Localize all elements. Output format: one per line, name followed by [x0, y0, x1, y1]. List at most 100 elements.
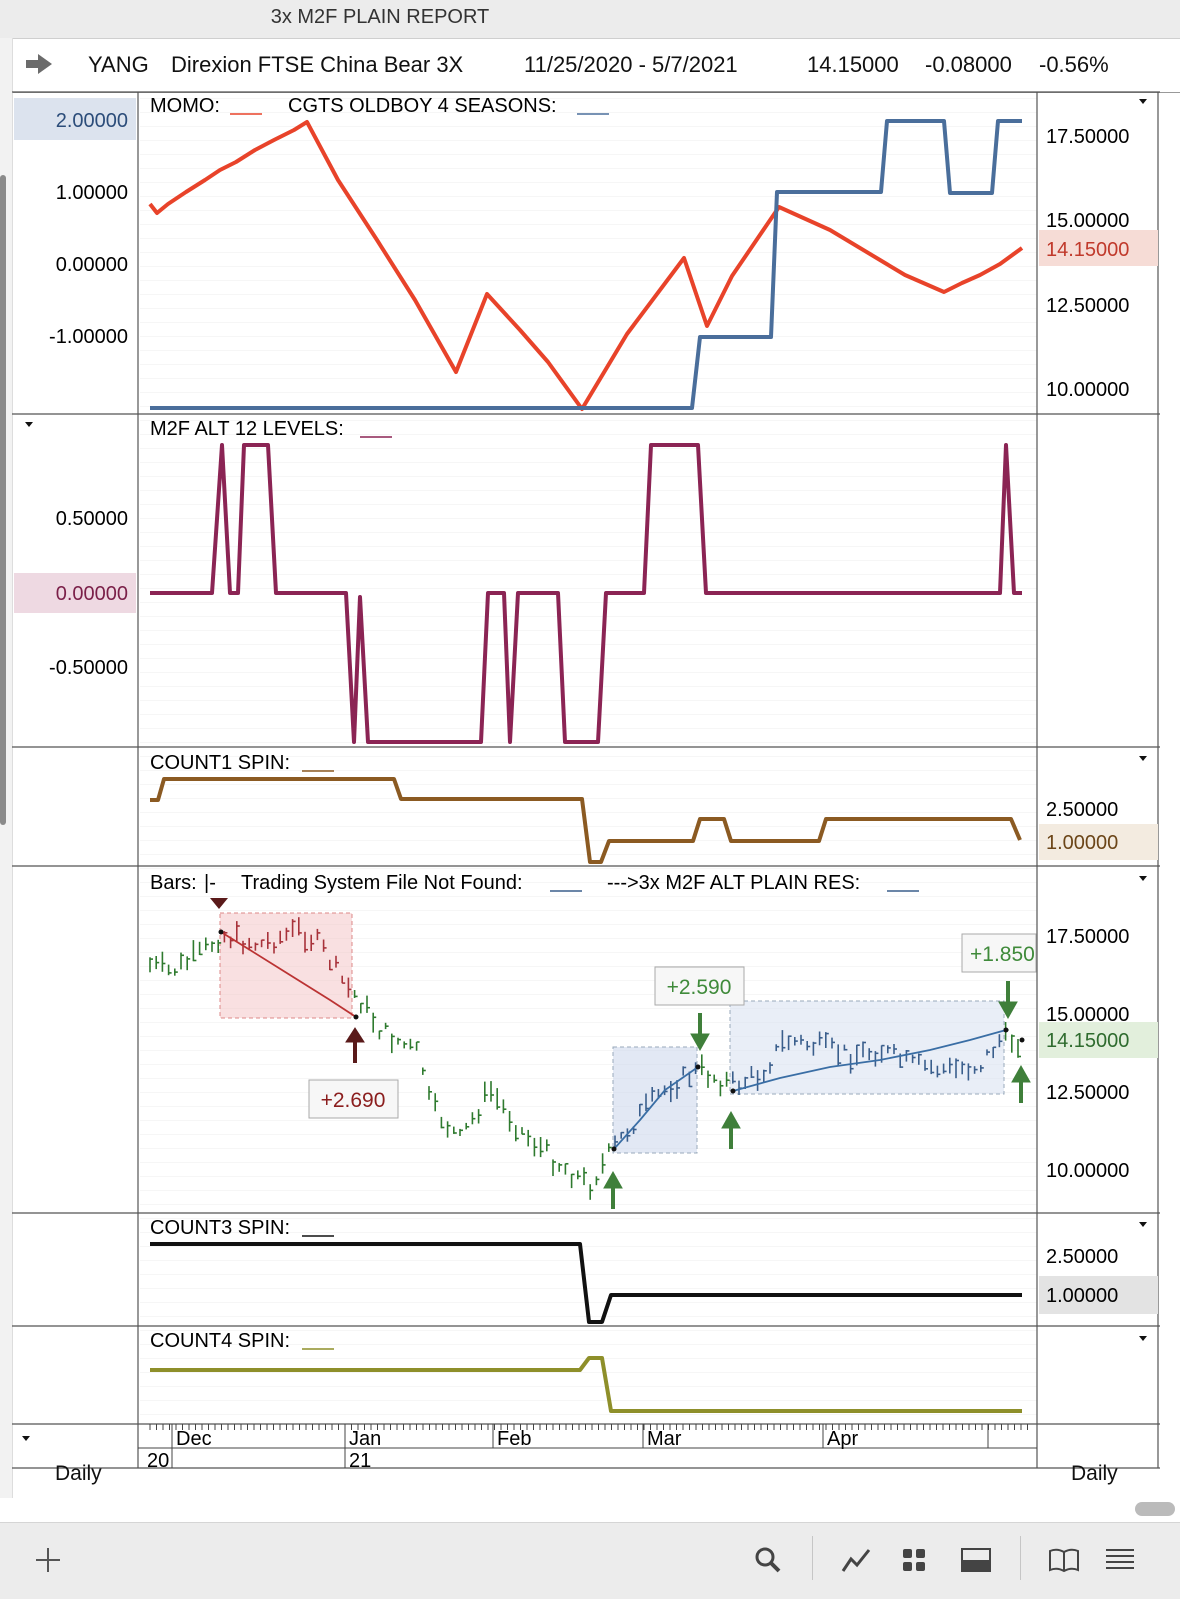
pane2-left-tick-1: 0.00000 — [56, 583, 128, 605]
x-year-20: 20 — [147, 1450, 169, 1472]
pane5-right-tick-0: 2.50000 — [1046, 1246, 1118, 1268]
pane1-right-menu-icon[interactable] — [1139, 99, 1147, 104]
x-month-mar: Mar — [647, 1428, 682, 1450]
bottom-toolbar — [0, 1522, 1180, 1599]
x-month-dec: Dec — [176, 1428, 212, 1450]
period-selector-left[interactable]: Daily — [55, 1462, 102, 1485]
price-bars — [149, 917, 1021, 1200]
pane1-right-value: 14.15000 — [1046, 239, 1129, 261]
pane2-left-tick-2: -0.50000 — [49, 657, 128, 679]
pane1-left-tick-1: 1.00000 — [56, 182, 128, 204]
sell-arrow-icon — [998, 981, 1018, 1020]
trade-label-box-2 — [654, 966, 745, 1006]
pane3-menu-icon[interactable] — [1139, 756, 1147, 761]
date-range: 11/25/2020 - 5/7/2021 — [524, 52, 738, 77]
panel-icon[interactable] — [958, 1540, 994, 1580]
pane4-right-tick-0: 17.50000 — [1046, 926, 1129, 948]
pane6-menu-icon[interactable] — [1139, 1336, 1147, 1341]
x-month-apr: Apr — [827, 1428, 858, 1450]
window-title: 3x M2F PLAIN REPORT — [270, 6, 490, 28]
last-price: 14.15000 — [807, 52, 899, 77]
pane3-right-value: 1.00000 — [1046, 832, 1118, 854]
trade-line-1 — [220, 931, 357, 1018]
pane1-right-tick-2: 12.50000 — [1046, 295, 1129, 317]
pane1-left-highlight — [14, 98, 136, 140]
horizontal-scrollbar[interactable] — [1135, 1502, 1175, 1516]
pane2-menu-icon[interactable] — [25, 422, 33, 427]
pane5-legend: COUNT3 SPIN: — [150, 1217, 290, 1239]
sell-arrow-icon — [690, 1013, 710, 1052]
pane2-grid — [140, 416, 1037, 747]
chart-line-icon[interactable] — [838, 1540, 874, 1580]
pane1-right-value-box — [1039, 230, 1158, 266]
count1-line — [150, 777, 1022, 864]
price-change-percent: -0.56% — [1039, 52, 1109, 77]
pane5-right-value-box — [1039, 1276, 1158, 1314]
pane3-right-value-box — [1039, 824, 1158, 860]
x-month-feb: Feb — [497, 1428, 531, 1450]
pane6-grid — [140, 1328, 1037, 1424]
pane1-right-tick-0: 17.50000 — [1046, 126, 1129, 148]
pane3-right-tick-0: 2.50000 — [1046, 799, 1118, 821]
period-menu-icon[interactable] — [22, 1436, 30, 1441]
pane4-right-tick-1: 15.00000 — [1046, 1004, 1129, 1026]
pane4-right-tick-3: 10.00000 — [1046, 1160, 1129, 1182]
m2f-levels-line — [150, 443, 1022, 744]
chart-canvas: MOMO: CGTS OLDBOY 4 SEASONS: 2.00000 1.0… — [12, 91, 1160, 1472]
symbol: YANG — [88, 52, 149, 77]
window-titlebar — [0, 0, 1180, 39]
count4-line — [150, 1356, 1022, 1413]
trade-label-2: +2.590 — [667, 976, 732, 999]
vertical-scrollbar[interactable] — [0, 175, 6, 825]
pane1-left-tick-3: -1.00000 — [49, 326, 128, 348]
trade-label-box-1 — [308, 1079, 399, 1119]
momo-line — [148, 120, 1024, 411]
pane4-legend-bars: Bars: — [150, 872, 197, 894]
pane4-menu-icon[interactable] — [1139, 876, 1147, 881]
trade-line-2 — [613, 1066, 699, 1150]
pane4-right-value-box — [1039, 1022, 1158, 1058]
pane4-right-tick-2: 12.50000 — [1046, 1082, 1129, 1104]
pane4-legend-res: --->3x M2F ALT PLAIN RES: — [607, 872, 860, 894]
x-year-21: 21 — [349, 1450, 371, 1472]
pane5-menu-icon[interactable] — [1139, 1222, 1147, 1227]
period-selector-right[interactable]: Daily — [1071, 1462, 1118, 1485]
pane1-legend-momo: MOMO: — [150, 95, 220, 117]
book-icon[interactable] — [1044, 1540, 1084, 1580]
pane1-legend-seasons: CGTS OLDBOY 4 SEASONS: — [288, 95, 557, 117]
symbol-info-bar: YANG Direxion FTSE China Bear 3X 11/25/2… — [12, 40, 1180, 93]
trade-label-1: +2.690 — [321, 1089, 386, 1112]
pane4-right-value: 14.15000 — [1046, 1030, 1129, 1052]
pane1-right-tick-3: 10.00000 — [1046, 379, 1129, 401]
pane1-left-tick-2: 0.00000 — [56, 254, 128, 276]
buy-arrow-icon — [1011, 1064, 1031, 1103]
pane6-legend: COUNT4 SPIN: — [150, 1330, 290, 1352]
pane3-legend: COUNT1 SPIN: — [150, 752, 290, 774]
grid-icon[interactable] — [896, 1540, 932, 1580]
pane1-right-tick-1: 15.00000 — [1046, 210, 1129, 232]
security-name: Direxion FTSE China Bear 3X — [171, 52, 464, 77]
buy-arrow-icon — [603, 1170, 623, 1209]
trade-label-box-3 — [961, 933, 1037, 973]
trade-line-3 — [732, 1029, 1007, 1092]
arrow-right-icon[interactable] — [24, 52, 54, 76]
sell-entry-arrow-icon — [210, 898, 228, 909]
pane4-legend-system: Trading System File Not Found: — [241, 872, 523, 894]
pane1-grid — [140, 96, 1037, 414]
pane2-left-highlight — [14, 573, 136, 613]
search-icon[interactable] — [750, 1540, 786, 1580]
buy-arrow-icon — [721, 1110, 741, 1149]
exit-arrow-icon — [345, 1027, 365, 1063]
seasons-line — [150, 119, 1022, 410]
pane2-left-tick-0: 0.50000 — [56, 508, 128, 530]
trade-label-3: +1.850 — [970, 943, 1035, 966]
add-icon[interactable] — [30, 1540, 66, 1580]
price-change: -0.08000 — [925, 52, 1012, 77]
menu-icon[interactable] — [1100, 1540, 1140, 1580]
pane5-right-value: 1.00000 — [1046, 1285, 1118, 1307]
x-month-jan: Jan — [349, 1428, 381, 1450]
pane1-left-tick-0: 2.00000 — [56, 110, 128, 132]
pane2-legend: M2F ALT 12 LEVELS: — [150, 418, 344, 440]
count3-line — [150, 1242, 1022, 1324]
pane4-legend-bars-marker: |- — [204, 872, 216, 894]
